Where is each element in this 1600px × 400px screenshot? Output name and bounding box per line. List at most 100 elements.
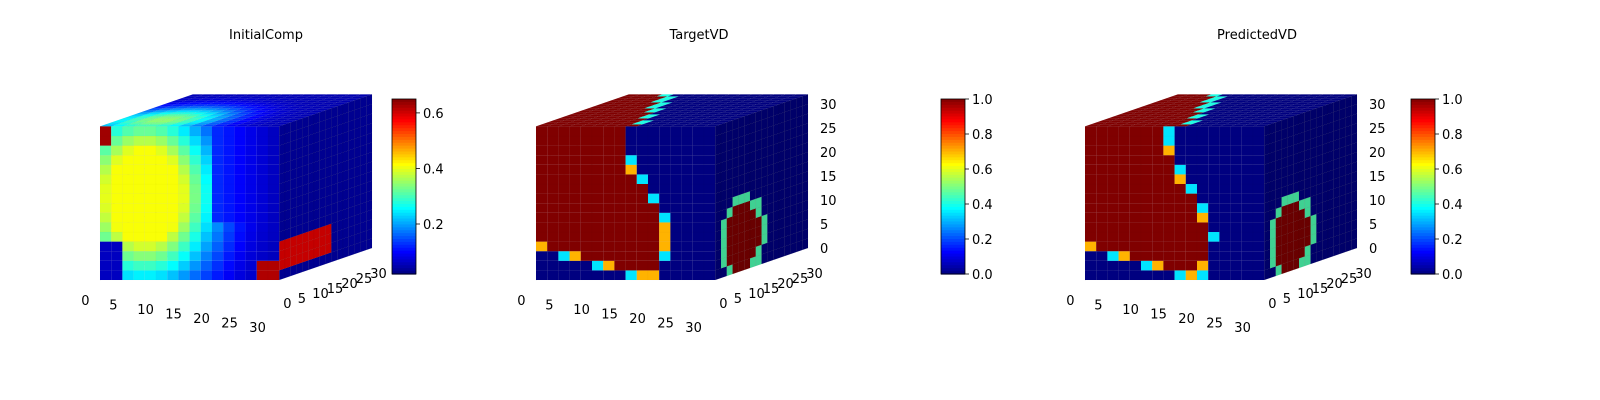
voxel-front-cell <box>591 155 604 165</box>
voxel-front-cell <box>1174 183 1186 194</box>
voxel-front-cell <box>1107 241 1119 252</box>
voxel-front-cell <box>200 174 213 185</box>
voxel-cells <box>1084 94 1358 281</box>
voxel-front-cell <box>133 183 145 194</box>
z-tick-label: 30 <box>820 98 837 113</box>
voxel-front-cell <box>547 155 559 165</box>
x-tick-label: 10 <box>137 303 154 318</box>
voxel-front-cell <box>178 145 190 156</box>
voxel-front-cell <box>167 174 179 185</box>
voxel-front-cell <box>569 126 581 137</box>
voxel-front-cell <box>659 155 671 165</box>
colorbar-band <box>392 247 416 252</box>
colorbar-band <box>1411 209 1435 214</box>
voxel-front-cell <box>1252 260 1265 271</box>
voxel-front-cell <box>1230 126 1242 137</box>
colorbar-band <box>1411 227 1435 231</box>
voxel-front-cell <box>1241 260 1254 271</box>
voxel-front-cell <box>211 231 224 242</box>
voxel-front-cell <box>591 241 604 252</box>
colorbar-band <box>392 224 416 228</box>
chart-panel-1: 0 5 10 15 20 25 300 5 1015202530InitialComp0.20.… <box>81 28 443 336</box>
voxel-front-cell <box>1230 212 1242 223</box>
voxel-front-cell <box>603 155 615 165</box>
voxel-front-cell <box>178 183 190 194</box>
z-tick-label: 10 <box>820 194 837 209</box>
colorbar-tick-label: 0.0 <box>972 268 993 283</box>
voxel-front-cell <box>1185 126 1198 137</box>
voxel-front-cell <box>1241 222 1254 233</box>
voxel-front-cell <box>99 222 112 233</box>
voxel-front-cell <box>111 231 123 242</box>
voxel-front-cell <box>167 241 179 252</box>
voxel-front-cell <box>1174 126 1186 137</box>
voxel-front-cell <box>569 174 581 185</box>
colorbar-band <box>392 221 416 226</box>
voxel-front-cell <box>234 174 246 185</box>
voxel-front-cell <box>1196 270 1209 281</box>
colorbar-band <box>941 169 965 173</box>
voxel-front-cell <box>591 126 604 137</box>
colorbar-band <box>1411 177 1435 182</box>
voxel-front-cell <box>670 183 682 194</box>
voxel-front-cell <box>625 174 637 185</box>
colorbar-band <box>941 253 965 258</box>
voxel-front-cell <box>133 193 145 204</box>
voxel-front-cell <box>692 183 705 194</box>
voxel-front-cell <box>681 126 693 137</box>
colorbar-band <box>1411 253 1435 258</box>
voxel-front-cell <box>122 155 134 165</box>
voxel-front-cell <box>167 222 179 233</box>
colorbar-band <box>941 212 965 217</box>
colorbar-band <box>941 230 965 234</box>
voxel-front-cell <box>625 135 637 146</box>
voxel-front-cell <box>223 260 235 271</box>
colorbar-band <box>1411 201 1435 205</box>
colorbar-tick-label: 0.2 <box>972 233 993 248</box>
voxel-front-cell <box>99 212 112 223</box>
voxel-front-cell <box>1196 212 1209 223</box>
voxel-front-cell <box>1163 155 1175 165</box>
voxel-front-cell <box>1241 145 1254 156</box>
voxel-front-cell <box>1118 222 1130 233</box>
voxel-front-cell <box>591 145 604 156</box>
voxel-front-cell <box>155 222 168 233</box>
voxel-front-cell <box>1118 212 1130 223</box>
voxel-front-cell <box>1241 212 1254 223</box>
voxel-front-cell <box>211 203 224 213</box>
voxel-front-cell <box>133 155 145 165</box>
x-tick-label: 10 <box>573 303 590 318</box>
voxel-front-cell <box>1118 155 1130 165</box>
voxel-front-cell <box>133 231 145 242</box>
voxel-front-cell <box>692 231 705 242</box>
voxel-front-cell <box>256 212 269 223</box>
voxel-front-cell <box>659 241 671 252</box>
voxel-front-cell <box>1152 126 1164 137</box>
voxel-front-cell <box>547 222 559 233</box>
colorbar-band <box>1411 169 1435 173</box>
voxel-front-cell <box>1241 183 1254 194</box>
voxel-front-cell <box>670 241 682 252</box>
voxel-front-cell <box>1174 231 1186 242</box>
colorbar-band <box>1411 259 1435 263</box>
voxel-front-cell <box>703 251 716 261</box>
voxel-front-cell <box>614 241 626 252</box>
voxel-front-cell <box>681 251 693 261</box>
voxel-front-cell <box>245 193 257 204</box>
colorbar-tick-label: 0.6 <box>1442 163 1463 178</box>
voxel-front-cell <box>256 126 269 137</box>
voxel-front-cell <box>1185 145 1198 156</box>
voxel-front-cell <box>1219 260 1231 271</box>
voxel-front-cell <box>245 155 257 165</box>
voxel-front-cell <box>234 164 246 175</box>
voxel-front-cell <box>670 126 682 137</box>
voxel-front-cell <box>603 212 615 223</box>
voxel-front-cell <box>636 270 649 281</box>
voxel-front-cell <box>1107 174 1119 185</box>
voxel-front-cell <box>122 260 134 271</box>
colorbar-tick-label: 0.4 <box>972 198 993 213</box>
voxel-front-cell <box>155 231 168 242</box>
colorbar-band <box>941 247 965 252</box>
colorbar-band <box>392 241 416 246</box>
voxel-front-cell <box>1252 212 1265 223</box>
